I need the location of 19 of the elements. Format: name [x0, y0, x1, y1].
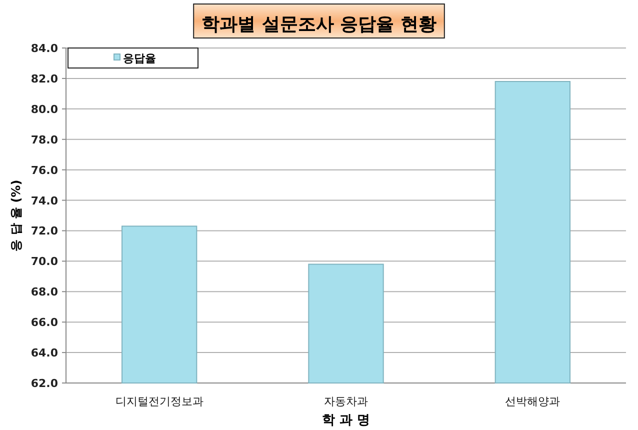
x-axis-title: 학 과 명 [322, 413, 370, 428]
y-tick-label: 64.0 [30, 346, 58, 360]
x-tick-label: 자동차과 [324, 395, 368, 408]
x-tick-label: 선박해양과 [505, 395, 560, 408]
y-tick-label: 78.0 [30, 133, 58, 146]
y-tick-label: 74.0 [30, 194, 58, 208]
y-tick-label: 76.0 [30, 164, 58, 177]
legend-label: 응답율 [123, 52, 156, 65]
x-tick-label: 디지털전기정보과 [115, 395, 204, 408]
y-tick-label: 68.0 [30, 286, 58, 299]
chart-title: 학과별 설문조사 응답율 현황 [202, 14, 436, 35]
y-tick-label: 82.0 [30, 72, 58, 86]
y-tick-label: 80.0 [30, 102, 58, 116]
y-axis-title: 응 답 율 (%) [9, 180, 23, 252]
y-tick-label: 70.0 [30, 255, 58, 268]
y-tick-label: 72.0 [30, 224, 58, 238]
y-tick-label: 84.0 [30, 42, 58, 55]
y-tick-label: 66.0 [30, 316, 58, 330]
y-tick-label: 62.0 [30, 377, 58, 390]
